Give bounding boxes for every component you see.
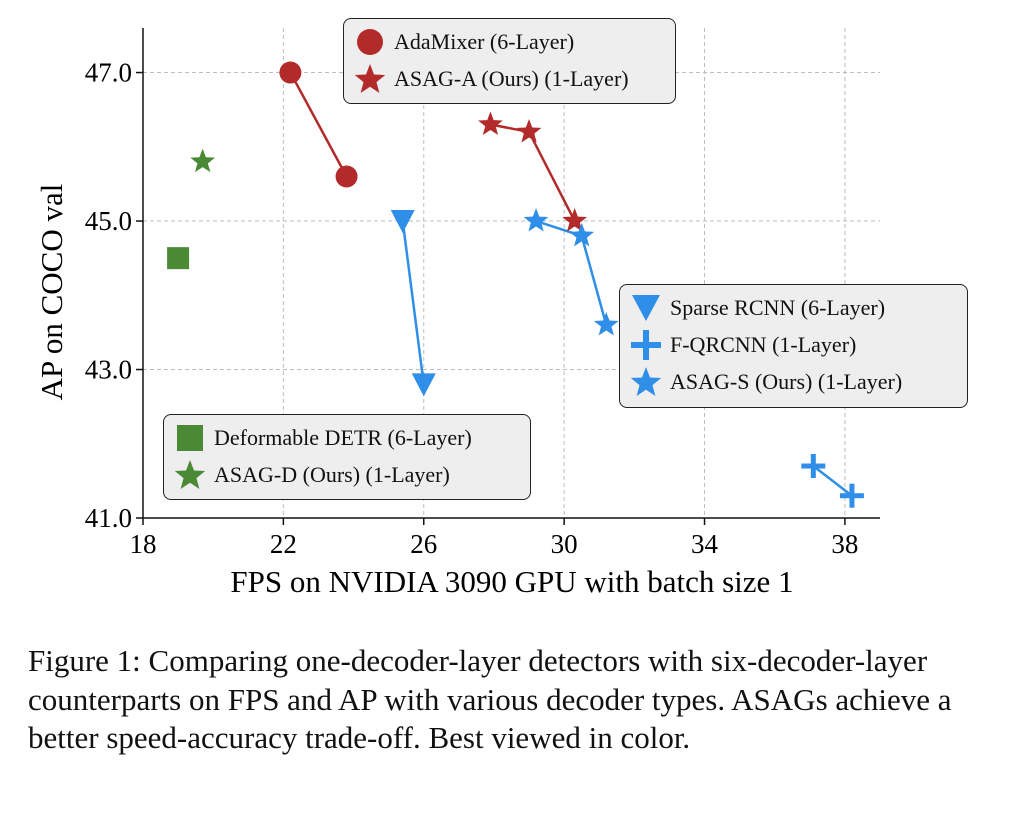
square-marker-icon (177, 424, 203, 451)
data-point-star (593, 311, 619, 336)
legend-label: Deformable DETR (6-Layer) (214, 424, 472, 450)
star-marker-icon (174, 459, 206, 489)
star-marker-icon (630, 366, 662, 396)
legend-sparse-group: Sparse RCNN (6-Layer) F-QRCNN (1-Layer) … (619, 284, 968, 408)
series-line (535, 219, 608, 326)
x-axis-label: FPS on NVIDIA 3090 GPU with batch size 1 (230, 564, 793, 599)
legend-label: ASAG-A (Ours) (1-Layer) (394, 65, 629, 91)
figure-caption: Figure 1: Comparing one-decoder-layer de… (28, 643, 952, 755)
data-point-star (516, 118, 542, 143)
data-point-plus (839, 483, 864, 508)
legend-entry-adamixer: AdaMixer (6-Layer) (352, 23, 665, 60)
data-point-plus (801, 454, 826, 479)
y-tick-label: 45.0 (85, 206, 132, 236)
y-tick-label: 43.0 (85, 355, 132, 385)
legend-entry-sparse-rcnn: Sparse RCNN (6-Layer) (628, 289, 957, 326)
legend-label: F-QRCNN (1-Layer) (670, 331, 857, 357)
x-tick-label: 26 (410, 529, 437, 559)
star-marker-icon (354, 63, 386, 93)
legend-entry-asag-s: ASAG-S (Ours) (1-Layer) (628, 363, 957, 400)
data-point-star (569, 222, 595, 247)
x-tick-label: 18 (130, 529, 157, 559)
series-points (167, 61, 864, 508)
data-point-circle (335, 165, 358, 188)
series-line (289, 71, 348, 178)
series-line (401, 220, 426, 385)
tick-labels: 18 22 26 30 34 38 41.0 43.0 45.0 47.0 (85, 58, 859, 559)
legend-adamixer-group: AdaMixer (6-Layer) ASAG-A (Ours) (1-Laye… (343, 18, 676, 104)
data-point-triangle (390, 210, 415, 234)
series-line (812, 465, 853, 497)
legend-entry-deformable-detr: Deformable DETR (6-Layer) (172, 419, 520, 456)
y-tick-label: 47.0 (85, 58, 132, 88)
data-point-star (478, 111, 503, 136)
legend-entry-asag-d: ASAG-D (Ours) (1-Layer) (172, 456, 520, 493)
x-tick-label: 30 (551, 529, 578, 559)
legend-label: ASAG-S (Ours) (1-Layer) (670, 368, 903, 394)
y-tick-label: 41.0 (85, 503, 132, 533)
x-tick-label: 38 (831, 529, 858, 559)
data-point-square (167, 247, 190, 270)
x-tick-label: 22 (270, 529, 297, 559)
triangle-down-marker-icon (632, 294, 660, 321)
legend-entry-fqrcnn: F-QRCNN (1-Layer) (628, 326, 957, 363)
data-point-star (562, 208, 588, 232)
legend-label: ASAG-D (Ours) (1-Layer) (214, 461, 450, 487)
legend-entry-asag-a: ASAG-A (Ours) (1-Layer) (352, 60, 665, 97)
plus-marker-icon (631, 329, 661, 360)
y-axis-label: AP on COCO val (34, 184, 69, 401)
axes (142, 28, 880, 519)
circle-marker-icon (357, 28, 383, 55)
scatter-chart: 18 22 26 30 34 38 41.0 43.0 45.0 47.0 FPS on NVID… (34, 28, 880, 599)
data-point-star (190, 148, 216, 173)
x-tick-label: 34 (691, 529, 719, 559)
data-point-triangle (411, 373, 436, 397)
legend-label: Sparse RCNN (6-Layer) (670, 294, 886, 320)
data-point-circle (279, 61, 302, 84)
legend-label: AdaMixer (6-Layer) (394, 28, 575, 54)
data-point-star (523, 208, 549, 232)
legend-deformable-group: Deformable DETR (6-Layer) ASAG-D (Ours) … (163, 414, 531, 500)
